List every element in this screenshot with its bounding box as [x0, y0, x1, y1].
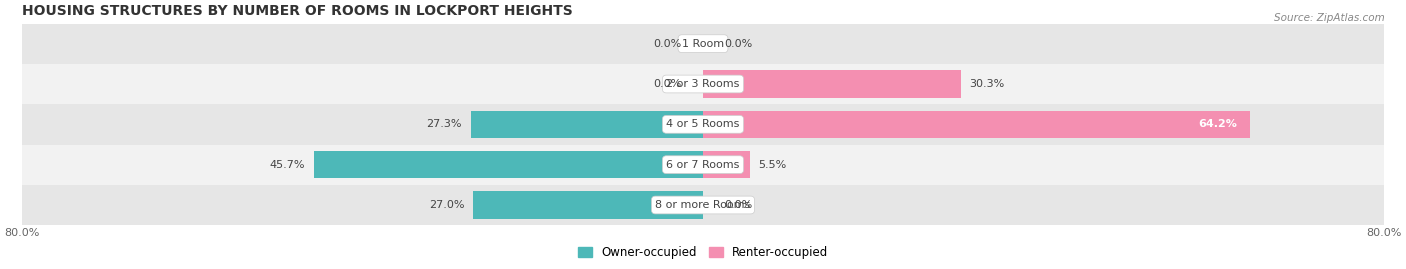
Text: Source: ZipAtlas.com: Source: ZipAtlas.com [1274, 13, 1385, 23]
Bar [22, 64, 1384, 104]
Bar [22, 144, 1384, 185]
Bar [703, 111, 1250, 138]
Text: HOUSING STRUCTURES BY NUMBER OF ROOMS IN LOCKPORT HEIGHTS: HOUSING STRUCTURES BY NUMBER OF ROOMS IN… [22, 4, 572, 18]
Bar [472, 191, 703, 219]
Text: 4 or 5 Rooms: 4 or 5 Rooms [666, 119, 740, 129]
Text: 0.0%: 0.0% [724, 39, 752, 49]
Text: 64.2%: 64.2% [1198, 119, 1237, 129]
Bar [471, 111, 703, 138]
Text: 6 or 7 Rooms: 6 or 7 Rooms [666, 160, 740, 170]
Text: 5.5%: 5.5% [758, 160, 786, 170]
Bar [314, 151, 703, 178]
Bar [22, 104, 1384, 144]
Bar [22, 185, 1384, 225]
Text: 2 or 3 Rooms: 2 or 3 Rooms [666, 79, 740, 89]
Text: 8 or more Rooms: 8 or more Rooms [655, 200, 751, 210]
Text: 1 Room: 1 Room [682, 39, 724, 49]
Bar [22, 23, 1384, 64]
Text: 30.3%: 30.3% [970, 79, 1005, 89]
Bar [703, 70, 960, 98]
Text: 45.7%: 45.7% [270, 160, 305, 170]
Bar [703, 151, 749, 178]
Text: 27.0%: 27.0% [429, 200, 464, 210]
Text: 0.0%: 0.0% [724, 200, 752, 210]
Text: 27.3%: 27.3% [426, 119, 463, 129]
Legend: Owner-occupied, Renter-occupied: Owner-occupied, Renter-occupied [572, 241, 834, 264]
Text: 0.0%: 0.0% [654, 79, 682, 89]
Text: 0.0%: 0.0% [654, 39, 682, 49]
